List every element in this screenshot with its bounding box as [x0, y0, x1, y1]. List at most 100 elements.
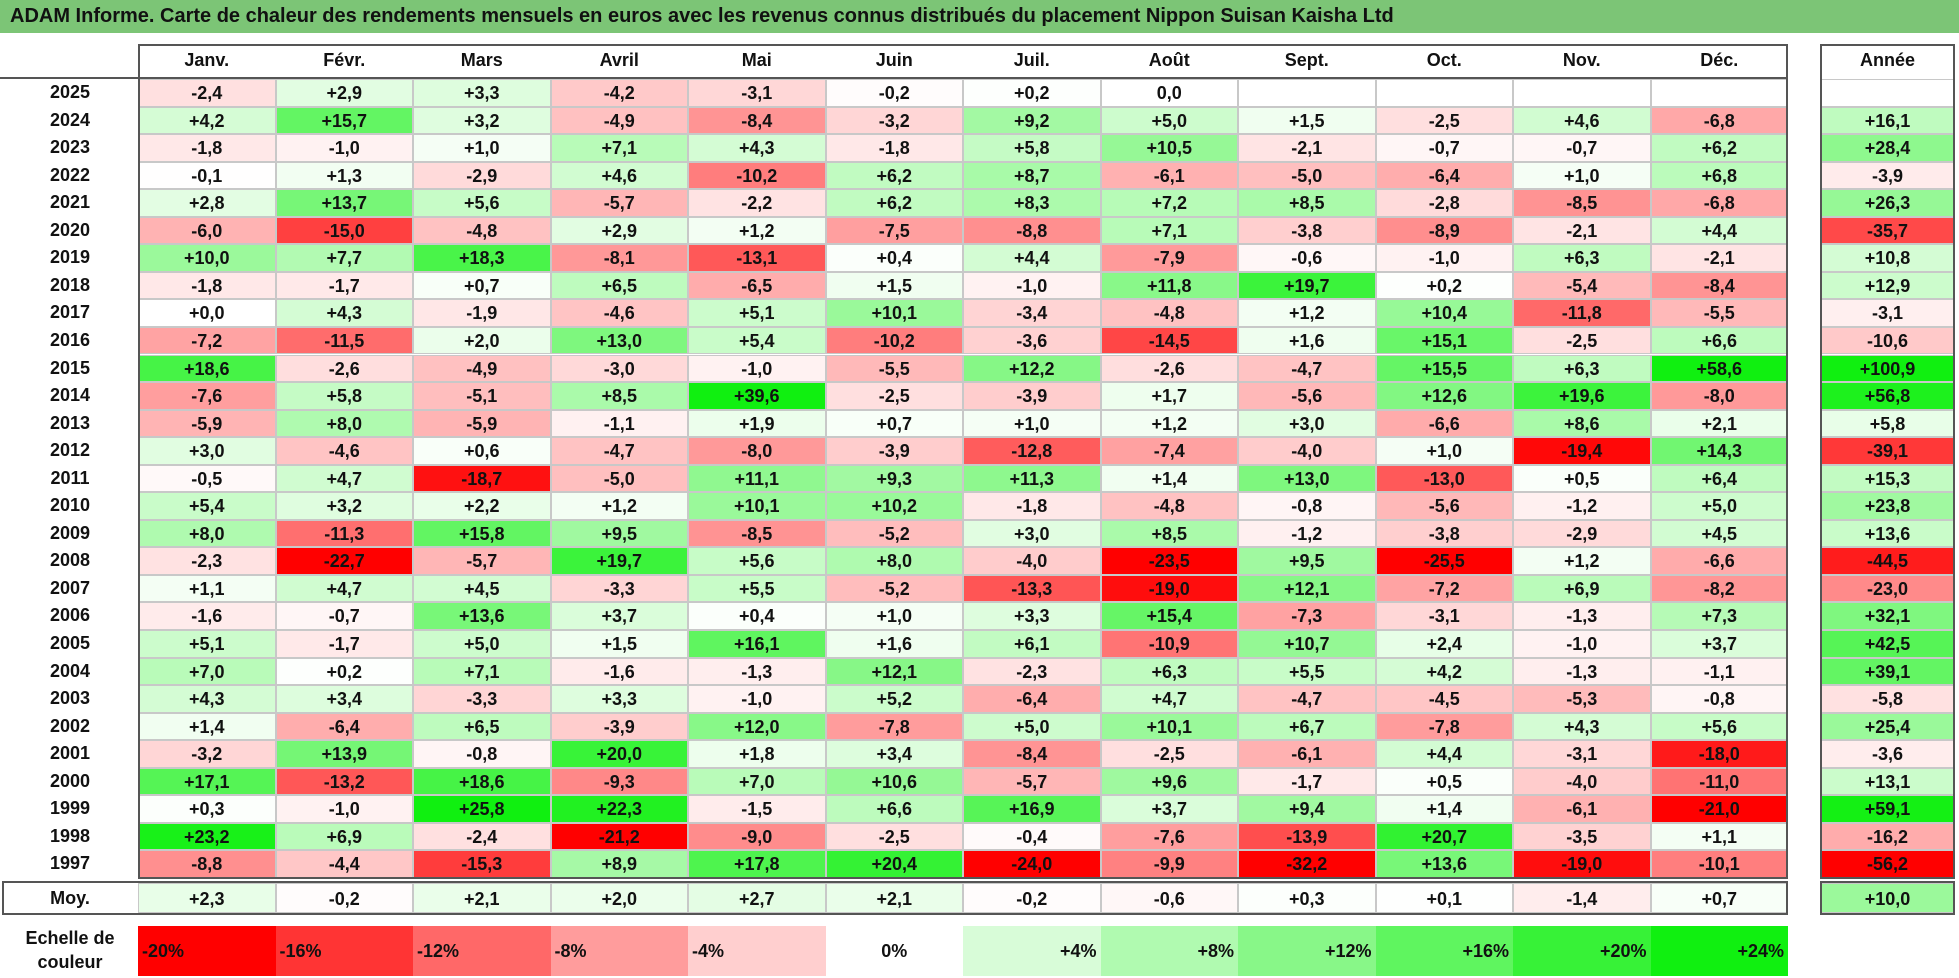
heatmap-cell: +12,6 — [1375, 382, 1513, 410]
heatmap-cell: +1,9 — [688, 409, 826, 438]
heatmap-cell: +3,3 — [550, 685, 688, 713]
heatmap-cell: 0,0 — [1100, 79, 1238, 107]
heatmap-cell: +15,7 — [275, 106, 413, 135]
heatmap-cell: +6,3 — [1100, 657, 1238, 686]
heatmap-cell: -0,8 — [1650, 685, 1788, 713]
average-cell: -0,2 — [963, 883, 1101, 913]
heatmap-cell: -6,4 — [1375, 161, 1513, 190]
heatmap-cell: +1,0 — [963, 409, 1101, 438]
year-label: 2019 — [49, 247, 91, 268]
heatmap-cell: +2,4 — [1375, 630, 1513, 658]
heatmap-cell: +5,0 — [1650, 492, 1788, 520]
heatmap-cell: -13,3 — [963, 574, 1101, 603]
heatmap-cell: -2,3 — [963, 657, 1101, 686]
heatmap-cell: +0,4 — [825, 244, 963, 272]
color-scale-step: +24% — [1650, 926, 1788, 976]
heatmap-cell: +16,1 — [688, 630, 826, 658]
color-scale-step: +4% — [963, 926, 1101, 976]
heatmap-cell: -5,7 — [963, 767, 1101, 796]
heatmap-cell: -6,5 — [688, 271, 826, 300]
heatmap-cell: +1,2 — [1238, 299, 1376, 327]
heatmap-cell: +1,0 — [1513, 161, 1651, 190]
year-label: 2010 — [49, 495, 91, 516]
annual-cell: -44,5 — [1820, 547, 1955, 575]
heatmap-cell: -23,5 — [1100, 547, 1238, 575]
heatmap-cell: +18,6 — [138, 354, 276, 383]
heatmap-cell: -6,4 — [963, 685, 1101, 713]
heatmap-cell: -7,3 — [1238, 602, 1376, 630]
heatmap-cell: +7,7 — [275, 244, 413, 272]
heatmap-cell: +4,3 — [1513, 712, 1651, 741]
heatmap-cell — [1375, 79, 1513, 107]
heatmap-cell: +6,8 — [1650, 161, 1788, 190]
heatmap-cell: -4,0 — [1238, 437, 1376, 465]
annual-cell: -5,8 — [1820, 685, 1955, 713]
column-header: Juil. — [1013, 50, 1050, 70]
heatmap-cell: +0,2 — [1375, 271, 1513, 300]
year-label: 2014 — [49, 385, 91, 406]
heatmap-cell: +1,1 — [138, 574, 276, 603]
heatmap-cell: -1,1 — [1650, 657, 1788, 686]
year-label: 2001 — [49, 743, 91, 764]
average-cell: +2,0 — [550, 883, 688, 913]
annual-cell: +42,5 — [1820, 630, 1955, 658]
heatmap-cell: +19,7 — [1238, 271, 1376, 300]
color-scale-step: +8% — [1100, 926, 1238, 976]
heatmap-cell: +17,1 — [138, 767, 276, 796]
annual-cell: -39,1 — [1820, 437, 1955, 465]
year-label: 2006 — [49, 605, 91, 626]
heatmap-cell: -22,7 — [275, 547, 413, 575]
heatmap-cell: +0,3 — [138, 795, 276, 823]
heatmap-cell: -14,5 — [1100, 326, 1238, 355]
year-label: 2011 — [50, 467, 90, 488]
heatmap-cell: +14,3 — [1650, 437, 1788, 465]
heatmap-cell: +3,3 — [413, 79, 551, 107]
annual-cell: +28,4 — [1820, 134, 1955, 162]
year-label: 2015 — [49, 357, 91, 378]
heatmap-cell: -11,3 — [275, 519, 413, 548]
heatmap-cell: +4,6 — [550, 161, 688, 190]
column-header: Sept. — [1284, 50, 1329, 70]
heatmap-cell: -4,8 — [1100, 492, 1238, 520]
heatmap-cell: +6,7 — [1238, 712, 1376, 741]
heatmap-cell: -1,0 — [275, 134, 413, 162]
heatmap-cell: +12,1 — [1238, 574, 1376, 603]
heatmap-cell: -21,2 — [550, 822, 688, 851]
heatmap-cell: -2,5 — [1100, 740, 1238, 768]
heatmap-cell: -0,2 — [825, 79, 963, 107]
heatmap-cell: +3,7 — [1100, 795, 1238, 823]
heatmap-cell — [1513, 79, 1651, 107]
heatmap-cell: -6,6 — [1650, 547, 1788, 575]
heatmap-cell: -8,1 — [550, 244, 688, 272]
heatmap-cell: -1,7 — [275, 271, 413, 300]
average-cell: -0,6 — [1100, 883, 1238, 913]
average-cell: +0,1 — [1375, 883, 1513, 913]
heatmap-cell: +20,4 — [825, 850, 963, 878]
heatmap-cell: -7,6 — [1100, 822, 1238, 851]
heatmap-cell: +5,1 — [138, 630, 276, 658]
heatmap-cell: -4,9 — [550, 106, 688, 135]
year-label: 2009 — [49, 522, 91, 543]
heatmap-cell: -4,7 — [550, 437, 688, 465]
heatmap-cell: -2,2 — [688, 189, 826, 217]
heatmap-cell: +4,4 — [963, 244, 1101, 272]
heatmap-cell: -4,2 — [550, 79, 688, 107]
heatmap-cell: -9,0 — [688, 822, 826, 851]
heatmap-cell: -0,6 — [1238, 244, 1376, 272]
average-cell: +2,7 — [688, 883, 826, 913]
heatmap-cell: +6,9 — [1513, 574, 1651, 603]
heatmap-cell: +7,3 — [1650, 602, 1788, 630]
heatmap-cell: -8,4 — [688, 106, 826, 135]
heatmap-cell: +0,2 — [275, 657, 413, 686]
heatmap-cell: -6,8 — [1650, 106, 1788, 135]
heatmap-cell: +4,7 — [1100, 685, 1238, 713]
heatmap-cell: +0,5 — [1375, 767, 1513, 796]
heatmap-cell: +4,7 — [275, 574, 413, 603]
heatmap-cell: +5,0 — [963, 712, 1101, 741]
heatmap-cell: +13,7 — [275, 189, 413, 217]
column-header: Nov. — [1562, 50, 1601, 70]
heatmap-cell: +7,1 — [413, 657, 551, 686]
heatmap-cell: -11,8 — [1513, 299, 1651, 327]
heatmap-cell: +13,9 — [275, 740, 413, 768]
heatmap-cell: +5,0 — [413, 630, 551, 658]
